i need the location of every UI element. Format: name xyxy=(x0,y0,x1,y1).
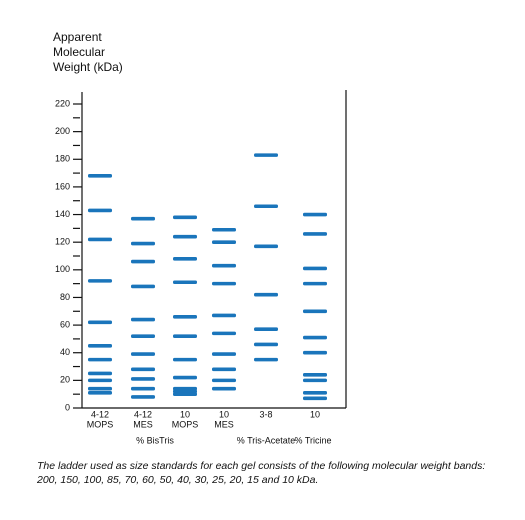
group-label: % BisTris xyxy=(136,435,174,445)
band xyxy=(303,266,327,271)
lane-label: MES xyxy=(214,419,234,429)
band xyxy=(173,392,197,396)
band xyxy=(131,352,155,356)
lane-label: MOPS xyxy=(87,419,114,429)
band xyxy=(173,234,197,239)
band xyxy=(254,292,278,297)
band xyxy=(254,327,278,332)
band xyxy=(88,357,112,362)
band xyxy=(303,378,327,383)
band xyxy=(303,335,327,340)
group-label: % Tris-Acetate xyxy=(237,435,296,445)
y-tick-label: 60 xyxy=(60,319,70,329)
band xyxy=(173,215,197,220)
band xyxy=(254,204,278,209)
band xyxy=(88,174,112,178)
band xyxy=(88,386,112,391)
band xyxy=(173,280,197,285)
y-tick-label: 40 xyxy=(60,347,70,357)
band xyxy=(131,386,155,391)
y-tick-label: 0 xyxy=(65,402,70,412)
y-tick-label: 220 xyxy=(55,98,70,108)
band xyxy=(303,232,327,236)
band xyxy=(131,395,155,399)
band xyxy=(88,237,112,242)
band xyxy=(131,241,155,246)
band xyxy=(254,357,278,362)
y-tick-label: 20 xyxy=(60,375,70,385)
band xyxy=(303,373,327,377)
lane-label: 10 xyxy=(180,409,190,419)
band xyxy=(212,227,236,232)
band xyxy=(212,331,236,336)
group-label: % Tricine xyxy=(294,435,331,445)
lane-label: 4-12 xyxy=(134,409,152,419)
caption: 200, 150, 100, 85, 70, 60, 50, 40, 30, 2… xyxy=(36,474,318,486)
band xyxy=(303,212,327,217)
band xyxy=(212,240,236,244)
band xyxy=(303,396,327,401)
lane-label: 3-8 xyxy=(259,409,272,419)
band xyxy=(88,344,112,348)
band xyxy=(131,317,155,322)
lane-label: 10 xyxy=(219,409,229,419)
band xyxy=(173,334,197,338)
band xyxy=(303,309,327,314)
band xyxy=(131,334,155,338)
band xyxy=(173,389,197,394)
lane-label: MOPS xyxy=(172,419,199,429)
band xyxy=(88,378,112,383)
lane-label: MES xyxy=(133,419,153,429)
band xyxy=(303,281,327,286)
y-axis-title: Apparent xyxy=(53,30,102,44)
band xyxy=(212,263,236,268)
band xyxy=(212,313,236,318)
band xyxy=(131,377,155,381)
band xyxy=(88,320,112,325)
y-tick-label: 200 xyxy=(55,126,70,136)
y-tick-label: 140 xyxy=(55,209,70,219)
y-tick-label: 180 xyxy=(55,154,70,164)
band xyxy=(88,391,112,395)
band xyxy=(131,367,155,372)
band xyxy=(173,256,197,261)
band xyxy=(88,279,112,283)
band xyxy=(173,386,197,391)
band xyxy=(131,259,155,264)
band xyxy=(212,281,236,286)
lane-label: 10 xyxy=(310,409,320,419)
band xyxy=(173,375,197,380)
lane-label: 4-12 xyxy=(91,409,109,419)
band xyxy=(254,342,278,347)
band xyxy=(173,315,197,319)
band xyxy=(212,367,236,372)
band xyxy=(303,391,327,395)
y-tick-label: 100 xyxy=(55,264,70,274)
band xyxy=(212,386,236,391)
y-axis-title: Weight (kDa) xyxy=(53,60,123,74)
band xyxy=(131,216,155,221)
y-tick-label: 120 xyxy=(55,237,70,247)
band xyxy=(131,284,155,289)
band xyxy=(303,350,327,355)
caption: The ladder used as size standards for ea… xyxy=(37,460,485,472)
band xyxy=(212,352,236,356)
band xyxy=(254,244,278,249)
band xyxy=(254,153,278,157)
band xyxy=(88,208,112,213)
band xyxy=(212,378,236,383)
band xyxy=(173,357,197,362)
y-tick-label: 160 xyxy=(55,181,70,191)
y-axis-title: Molecular xyxy=(53,45,105,59)
y-tick-label: 80 xyxy=(60,292,70,302)
band xyxy=(88,371,112,376)
